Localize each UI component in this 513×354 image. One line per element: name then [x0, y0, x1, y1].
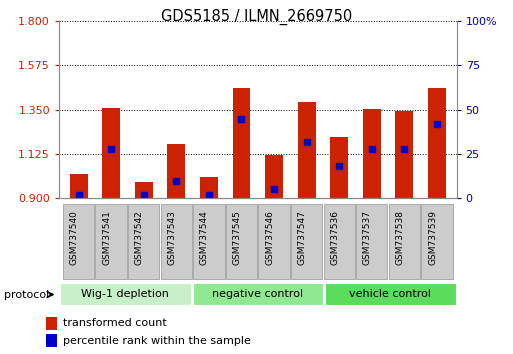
FancyBboxPatch shape — [192, 283, 323, 305]
Text: GSM737541: GSM737541 — [102, 210, 111, 265]
Bar — [363, 109, 381, 198]
FancyBboxPatch shape — [291, 204, 322, 279]
Bar — [200, 177, 218, 198]
Bar — [102, 108, 120, 198]
FancyBboxPatch shape — [356, 204, 387, 279]
Bar — [167, 144, 185, 198]
Text: GSM737545: GSM737545 — [232, 210, 242, 265]
Text: GSM737539: GSM737539 — [428, 210, 437, 265]
Text: percentile rank within the sample: percentile rank within the sample — [63, 336, 250, 346]
Bar — [70, 174, 88, 198]
Bar — [298, 102, 315, 198]
FancyBboxPatch shape — [259, 204, 290, 279]
FancyBboxPatch shape — [421, 204, 452, 279]
Text: protocol: protocol — [4, 290, 49, 299]
FancyBboxPatch shape — [324, 204, 355, 279]
Bar — [46, 316, 57, 330]
Bar — [428, 88, 446, 198]
Text: GSM737538: GSM737538 — [396, 210, 404, 265]
Bar — [135, 182, 153, 198]
FancyBboxPatch shape — [60, 283, 190, 305]
Text: GSM737536: GSM737536 — [330, 210, 339, 265]
Text: GSM737544: GSM737544 — [200, 210, 209, 265]
Bar — [265, 155, 283, 198]
FancyBboxPatch shape — [63, 204, 94, 279]
FancyBboxPatch shape — [95, 204, 127, 279]
FancyBboxPatch shape — [389, 204, 420, 279]
FancyBboxPatch shape — [226, 204, 257, 279]
Text: transformed count: transformed count — [63, 318, 166, 328]
Text: GSM737537: GSM737537 — [363, 210, 372, 265]
Text: GSM737546: GSM737546 — [265, 210, 274, 265]
FancyBboxPatch shape — [193, 204, 225, 279]
Text: Wig-1 depletion: Wig-1 depletion — [82, 289, 169, 299]
FancyBboxPatch shape — [128, 204, 160, 279]
Bar — [396, 111, 413, 198]
FancyBboxPatch shape — [325, 283, 456, 305]
Bar — [330, 137, 348, 198]
FancyBboxPatch shape — [161, 204, 192, 279]
Bar — [232, 88, 250, 198]
Text: GSM737542: GSM737542 — [135, 210, 144, 265]
Bar — [46, 335, 57, 348]
Text: GSM737540: GSM737540 — [70, 210, 78, 265]
Text: vehicle control: vehicle control — [349, 289, 431, 299]
Text: GSM737543: GSM737543 — [167, 210, 176, 265]
Text: GDS5185 / ILMN_2669750: GDS5185 / ILMN_2669750 — [161, 9, 352, 25]
Text: GSM737547: GSM737547 — [298, 210, 307, 265]
Text: negative control: negative control — [212, 289, 303, 299]
